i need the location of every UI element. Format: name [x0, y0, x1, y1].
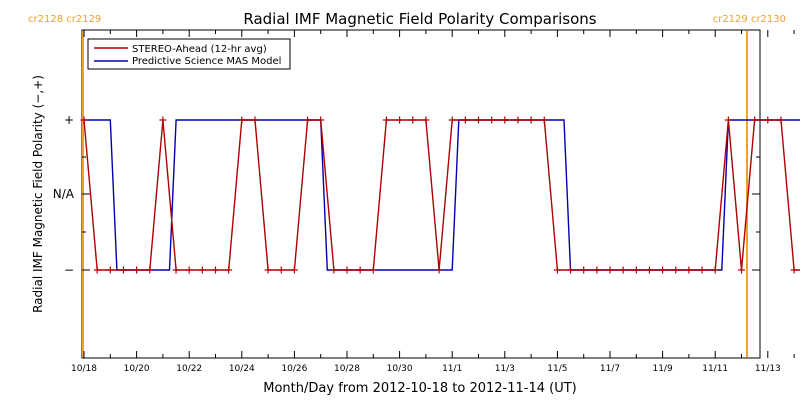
- stereo-point-marker: [382, 116, 390, 124]
- stereo-point-marker: [435, 266, 443, 274]
- x-tick-label: 11/5: [547, 364, 567, 374]
- stereo-point-marker: [317, 116, 325, 124]
- stereo-point-marker: [369, 266, 377, 274]
- stereo-point-marker: [212, 266, 219, 274]
- stereo-point-marker: [475, 116, 482, 124]
- chart-title: Radial IMF Magnetic Field Polarity Compa…: [243, 10, 596, 28]
- stereo-point-marker: [711, 266, 719, 274]
- stereo-point-marker: [277, 266, 285, 274]
- stereo-point-marker: [448, 116, 456, 124]
- stereo-point-marker: [540, 116, 548, 124]
- stereo-point-marker: [553, 266, 561, 274]
- stereo-point-marker: [146, 266, 154, 274]
- stereo-point-marker: [567, 266, 575, 274]
- series-layer: [80, 116, 800, 274]
- stereo-point-marker: [225, 266, 233, 274]
- stereo-point-marker: [738, 266, 745, 274]
- stereo-point-marker: [172, 266, 180, 274]
- stereo-point-marker: [619, 266, 627, 274]
- stereo-point-marker: [80, 116, 88, 124]
- legend-label-mas: Predictive Science MAS Model: [132, 56, 281, 67]
- y-axis-label: Radial IMF Magnetic Field Polarity (−,+): [31, 75, 45, 313]
- y-tick-label: +: [64, 113, 74, 127]
- stereo-point-marker: [461, 116, 469, 124]
- x-axis-ticks: 10/18 10/20 10/22 10/24 10/26 10/28 10/30 11/1 1…: [71, 30, 795, 374]
- legend: STEREO-Ahead (12-hr avg) Predictive Scie…: [87, 38, 291, 70]
- x-tick-label: 10/24: [229, 364, 255, 374]
- x-tick-label: 11/11: [702, 364, 728, 374]
- stereo-point-marker: [119, 266, 127, 274]
- stereo-point-marker: [133, 266, 141, 274]
- stereo-point-marker: [580, 266, 588, 274]
- stereo-point-marker: [514, 116, 522, 124]
- plot-frame: [81, 29, 761, 359]
- series-line-mas: [84, 119, 800, 271]
- stereo-point-marker: [632, 266, 640, 274]
- x-tick-label: 10/22: [176, 364, 202, 374]
- x-axis-label: Month/Day from 2012-10-18 to 2012-11-14 …: [263, 381, 576, 396]
- stereo-point-marker: [672, 266, 680, 274]
- stereo-point-marker: [501, 116, 509, 124]
- stereo-point-marker: [488, 116, 496, 124]
- stereo-point-marker: [593, 266, 601, 274]
- series-line-stereo: [83, 119, 800, 271]
- x-tick-label: 10/18: [71, 364, 97, 374]
- cr-marker-right-label: cr2129 cr2130: [713, 14, 786, 25]
- stereo-point-marker: [764, 116, 772, 124]
- x-tick-label: 10/20: [124, 364, 150, 374]
- y-tick-label: N/A: [53, 187, 75, 201]
- stereo-point-marker: [159, 116, 167, 124]
- stereo-point-marker: [93, 266, 101, 274]
- stereo-point-marker: [238, 116, 246, 124]
- stereo-point-marker: [198, 266, 206, 274]
- plot-frame-group: [81, 29, 761, 359]
- y-axis-ticks: + N/A −: [53, 113, 760, 277]
- cr-marker-lines: [82, 31, 748, 357]
- x-tick-label: 10/30: [387, 364, 413, 374]
- stereo-point-marker: [251, 116, 259, 124]
- y-tick-label: −: [64, 263, 74, 277]
- stereo-point-marker: [290, 266, 298, 274]
- legend-box: [87, 38, 291, 70]
- x-tick-label: 11/1: [442, 364, 462, 374]
- x-tick-label: 10/28: [334, 364, 360, 374]
- stereo-point-marker: [396, 116, 404, 124]
- stereo-point-marker: [645, 266, 653, 274]
- stereo-point-marker: [264, 266, 272, 274]
- x-tick-label: 11/13: [755, 364, 781, 374]
- stereo-point-marker: [777, 116, 785, 124]
- stereo-point-marker: [343, 266, 351, 274]
- stereo-point-marker: [606, 266, 614, 274]
- stereo-point-marker: [659, 266, 667, 274]
- x-tick-label: 11/3: [495, 364, 515, 374]
- x-tick-label: 11/7: [600, 364, 620, 374]
- legend-label-stereo: STEREO-Ahead (12-hr avg): [132, 44, 267, 55]
- stereo-point-marker: [409, 116, 417, 124]
- stereo-point-marker: [724, 116, 732, 124]
- stereo-point-marker: [527, 116, 535, 124]
- x-tick-label: 11/9: [652, 364, 672, 374]
- stereo-point-marker: [790, 266, 798, 274]
- cr-marker-left-label: cr2128 cr2129: [28, 14, 101, 25]
- stereo-point-marker: [304, 116, 312, 124]
- stereo-point-marker: [356, 266, 364, 274]
- stereo-point-marker: [422, 116, 430, 124]
- stereo-point-marker: [698, 266, 706, 274]
- stereo-point-marker: [751, 116, 759, 124]
- stereo-point-marker: [685, 266, 693, 274]
- stereo-point-marker: [330, 266, 338, 274]
- x-tick-label: 10/26: [281, 364, 307, 374]
- stereo-point-marker: [106, 266, 114, 274]
- stereo-point-marker: [185, 266, 193, 274]
